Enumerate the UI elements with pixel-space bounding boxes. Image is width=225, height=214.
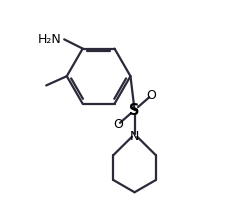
Text: S: S bbox=[129, 103, 139, 117]
Text: H₂N: H₂N bbox=[38, 33, 61, 46]
Text: N: N bbox=[129, 130, 139, 143]
Text: O: O bbox=[113, 118, 123, 131]
Text: O: O bbox=[145, 89, 155, 102]
